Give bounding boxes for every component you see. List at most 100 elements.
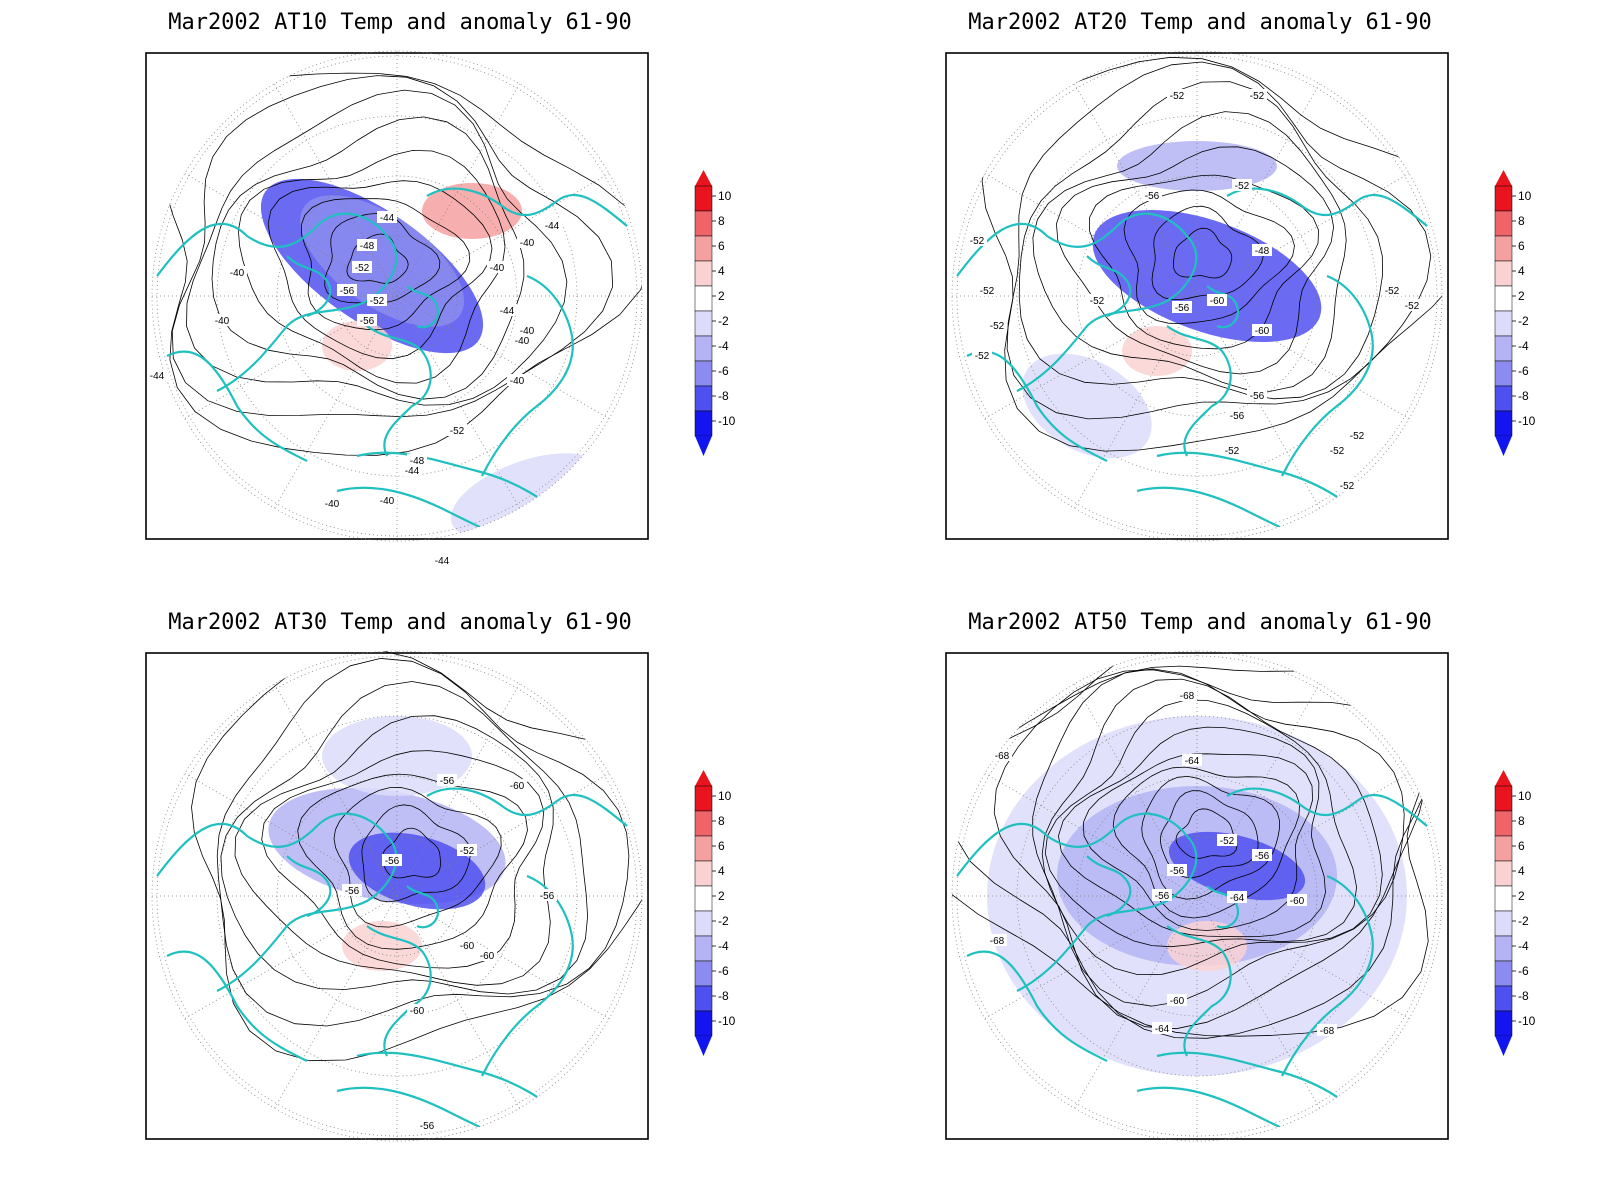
colorbar-bottom-arrow bbox=[695, 1036, 712, 1056]
colorbar-tick-label: -2 bbox=[718, 914, 729, 928]
contour-label: -40 bbox=[510, 376, 525, 387]
colorbar-segment bbox=[1494, 810, 1513, 837]
temperature-contour bbox=[1055, 146, 1335, 375]
colorbar-segment bbox=[694, 235, 713, 262]
contour-label: -68 bbox=[995, 751, 1010, 762]
colorbar-tick-label: -2 bbox=[718, 314, 729, 328]
colorbar-bottom-arrow bbox=[1495, 1036, 1512, 1056]
temperature-contour bbox=[211, 116, 525, 400]
temperature-contour bbox=[1141, 775, 1280, 900]
anomaly-patch-cold bbox=[1092, 210, 1322, 342]
contour-label-bg bbox=[967, 234, 987, 246]
colorbar-tick-label: 10 bbox=[718, 189, 732, 203]
anomaly-patch-warm bbox=[422, 183, 522, 239]
colorbar-tick-label: 2 bbox=[718, 289, 725, 303]
contour-label: -52 bbox=[970, 236, 985, 247]
colorbar-segment bbox=[1494, 910, 1513, 937]
map-panel-at10: Mar2002 AT10 Temp and anomaly 61-90 -44-… bbox=[0, 0, 800, 600]
colorbar-segment bbox=[694, 310, 713, 337]
colorbar-tick-label: 2 bbox=[1518, 889, 1525, 903]
colorbar-tick-label: -8 bbox=[1518, 389, 1529, 403]
meridian-line bbox=[1196, 895, 1410, 1019]
colorbar-tick-label: 6 bbox=[718, 239, 725, 253]
contour-label-bg bbox=[352, 261, 372, 273]
colorbar-tick-label: -2 bbox=[1518, 914, 1529, 928]
temperature-contour bbox=[171, 75, 614, 418]
contour-label-bg bbox=[507, 779, 527, 791]
temperature-contour bbox=[297, 773, 528, 950]
colorbar-tick-label: -10 bbox=[718, 1014, 736, 1028]
colorbar-top-arrow bbox=[1495, 770, 1512, 786]
contour-label-bg bbox=[437, 774, 457, 786]
map-content bbox=[952, 651, 1442, 1141]
anomaly-patch-cold bbox=[348, 832, 486, 910]
contour-label-bg bbox=[367, 294, 387, 306]
contour-label-bg bbox=[987, 319, 1007, 331]
contour-label: -52 bbox=[975, 351, 990, 362]
temperature-contour bbox=[237, 149, 506, 384]
contour-label: -60 bbox=[410, 1006, 425, 1017]
colorbar-tick-label: -8 bbox=[718, 389, 729, 403]
temperature-contour bbox=[1175, 808, 1238, 859]
contour-label-bg bbox=[382, 854, 402, 866]
contour-label: -60 bbox=[1170, 996, 1185, 1007]
contour-label-bg bbox=[1177, 689, 1197, 701]
contour-label-bg bbox=[1152, 889, 1172, 901]
map-content bbox=[152, 651, 642, 1141]
colorbar-tick-label: 6 bbox=[1518, 239, 1525, 253]
contour-label: -60 bbox=[480, 951, 495, 962]
map-content bbox=[952, 51, 1442, 541]
colorbar-segment bbox=[694, 910, 713, 937]
colorbar-top-arrow bbox=[695, 170, 712, 186]
colorbar-segment bbox=[694, 210, 713, 237]
temperature-contour bbox=[1041, 678, 1383, 976]
colorbar-tick-label: -6 bbox=[1518, 364, 1529, 378]
contour-label: -44 bbox=[435, 556, 450, 567]
contour-label: -56 bbox=[420, 1121, 435, 1132]
temperature-contour bbox=[1159, 790, 1259, 879]
colorbar-segment bbox=[694, 835, 713, 862]
meridian-line bbox=[396, 295, 610, 419]
contour-label: -60 bbox=[1210, 296, 1225, 307]
colorbar-tick-label: -4 bbox=[1518, 339, 1529, 353]
contour-label: -44 bbox=[405, 466, 420, 477]
colorbar-tick-label: 8 bbox=[718, 814, 725, 828]
coastline bbox=[1206, 885, 1240, 929]
coastline bbox=[286, 255, 332, 318]
contour-label-bg bbox=[322, 497, 342, 509]
temperature-contour bbox=[220, 681, 589, 995]
contour-label: -40 bbox=[515, 336, 530, 347]
colorbar-segment bbox=[1494, 360, 1513, 387]
coastline bbox=[166, 350, 308, 462]
colorbar-bottom-arrow bbox=[1495, 436, 1512, 456]
contour-label-bg bbox=[377, 211, 397, 223]
temperature-contour bbox=[300, 198, 471, 331]
contour-label-bg bbox=[1217, 834, 1237, 846]
contour-label: -48 bbox=[1255, 246, 1270, 257]
colorbar-segment bbox=[694, 810, 713, 837]
contour-label-bg bbox=[517, 324, 537, 336]
contour-label: -60 bbox=[510, 781, 525, 792]
temperature-contour bbox=[162, 72, 642, 456]
meridian-line bbox=[184, 173, 398, 297]
colorbar-segment bbox=[694, 860, 713, 887]
contour-label: -56 bbox=[540, 891, 555, 902]
colorbar-segment bbox=[1494, 885, 1513, 912]
colorbar-segment bbox=[1494, 385, 1513, 412]
coastline bbox=[1206, 285, 1240, 329]
colorbar-segment bbox=[1494, 860, 1513, 887]
contour-label-bg bbox=[357, 314, 377, 326]
map-svg: -44-48-52-56-56-52-52-48-44-40-40-40-40-… bbox=[145, 50, 736, 567]
coastline bbox=[1086, 255, 1132, 318]
contour-label-bg bbox=[377, 494, 397, 506]
map-svg: -52 -52-52-52-56-52-48-60-56-60-56-56-52-… bbox=[945, 50, 1536, 542]
contour-label: -56 bbox=[345, 886, 360, 897]
colorbar-tick-label: 4 bbox=[718, 864, 725, 878]
contour-label: -68 bbox=[1320, 1026, 1335, 1037]
contour-label: -52 bbox=[1340, 481, 1355, 492]
contour-label-bg bbox=[517, 236, 537, 248]
contour-label: -60 bbox=[1290, 896, 1305, 907]
contour-label: -56 bbox=[1145, 191, 1160, 202]
colorbar-tick-label: -4 bbox=[718, 339, 729, 353]
contour-label: -40 bbox=[520, 326, 535, 337]
